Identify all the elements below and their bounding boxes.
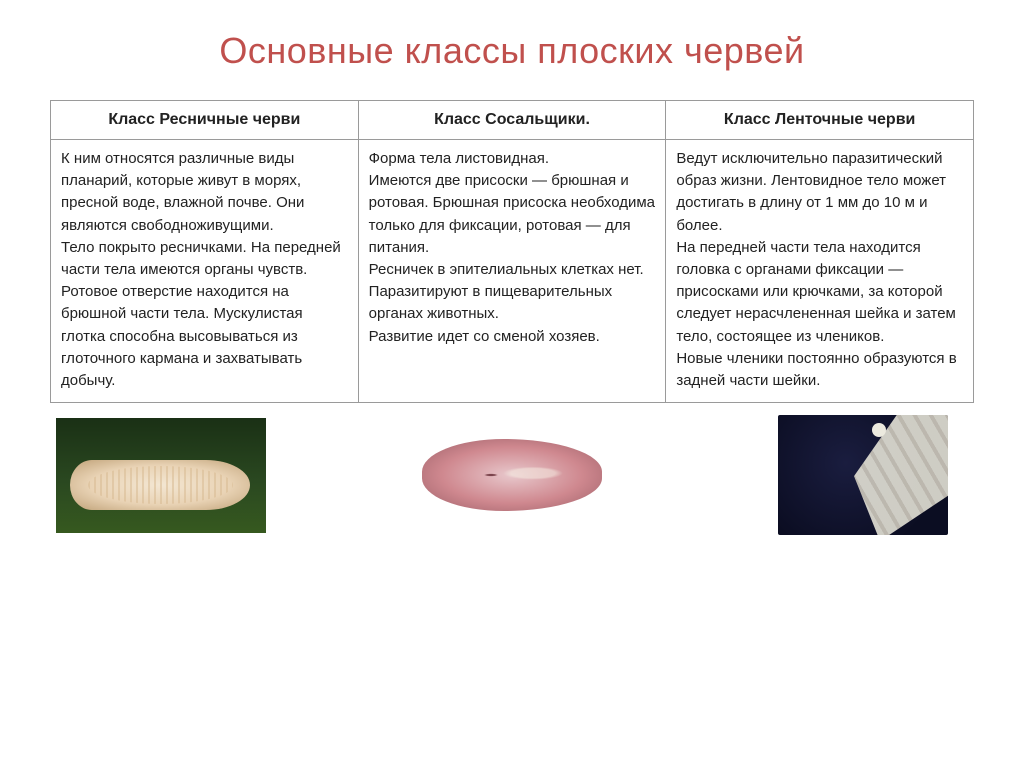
col-header-trematoda: Класс Сосальщики. [358, 101, 666, 140]
planaria-image [56, 415, 266, 535]
illustrations-row [50, 403, 974, 535]
cell-trematoda: Форма тела листовидная.Имеются две присо… [358, 140, 666, 403]
col-header-cestoda: Класс Ленточные черви [666, 101, 974, 140]
col-header-turbellaria: Класс Ресничные черви [51, 101, 359, 140]
cell-turbellaria: К ним относятся различные виды планарий,… [51, 140, 359, 403]
page-title: Основные классы плоских червей [50, 30, 974, 72]
cell-cestoda: Ведут исключительно паразитический образ… [666, 140, 974, 403]
fluke-image [407, 415, 617, 535]
tapeworm-image [758, 415, 968, 535]
flatworm-classes-table: Класс Ресничные черви Класс Сосальщики. … [50, 100, 974, 403]
